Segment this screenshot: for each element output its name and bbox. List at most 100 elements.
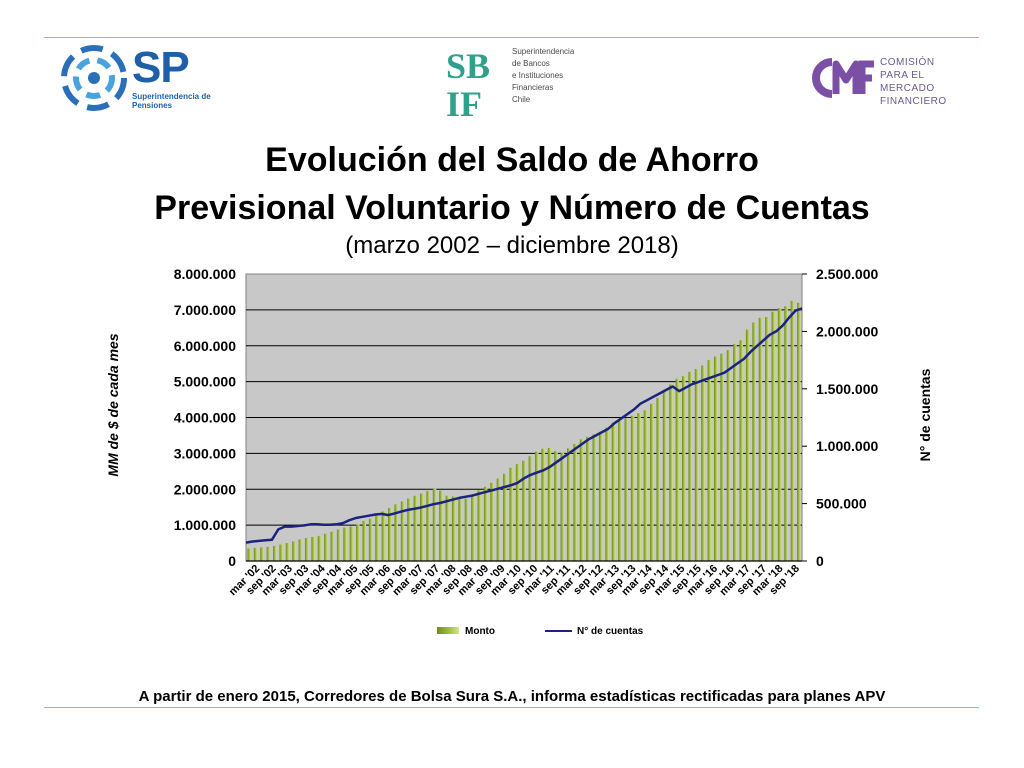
bar-monto	[273, 545, 277, 561]
bar-monto	[311, 536, 315, 561]
y-tick-label: 7.000.000	[174, 302, 236, 318]
bar-monto	[247, 548, 251, 561]
bar-monto	[707, 360, 712, 561]
legend-label-monto: Monto	[465, 626, 495, 637]
bottom-rule	[44, 707, 979, 708]
bar-monto	[630, 415, 635, 561]
bar-monto	[790, 300, 795, 561]
bar-monto	[362, 520, 366, 561]
bar-monto	[682, 376, 686, 561]
bar-monto	[598, 431, 603, 561]
bar-monto	[579, 439, 584, 561]
sbif-logo-mark: SB IF	[446, 46, 490, 120]
bar-monto	[560, 452, 565, 561]
svg-text:IF: IF	[446, 84, 482, 120]
line-cuentas	[245, 307, 803, 544]
y2-tick-label: 2.000.000	[816, 323, 878, 339]
y-tick-label: 3.000.000	[174, 445, 236, 461]
bar-monto	[451, 496, 456, 561]
bar-monto	[298, 539, 303, 561]
bar-monto	[515, 464, 520, 561]
bar-monto	[688, 371, 692, 561]
bar-monto	[260, 547, 264, 561]
bar-monto	[592, 434, 597, 561]
bar-monto	[656, 397, 660, 561]
bar-monto	[637, 413, 641, 561]
legend-label-cuentas: N° de cuentas	[577, 626, 644, 637]
bar-monto	[662, 390, 667, 561]
sp-logo-letters: SP	[132, 43, 190, 92]
bar-monto	[413, 495, 418, 561]
bar-monto	[419, 493, 424, 561]
bar-monto	[605, 427, 609, 561]
bar-monto	[624, 417, 629, 561]
page-title-line1: Evolución del Saldo de Ahorro	[265, 141, 759, 179]
bar-monto	[317, 535, 322, 561]
bar-monto	[669, 384, 673, 561]
bar-monto	[573, 444, 577, 561]
bar-monto	[292, 541, 296, 561]
bar-monto	[509, 467, 513, 561]
bar-monto	[407, 498, 411, 561]
bar-monto	[464, 498, 469, 561]
y-axis-title: MM de $ de cada mes	[105, 333, 121, 476]
bar-monto	[675, 378, 680, 561]
y-tick-label: 1.000.000	[174, 517, 236, 533]
cmf-logo-subtitle: COMISIÓN PARA EL MERCADO FINANCIERO	[880, 56, 970, 108]
bar-monto	[496, 478, 501, 561]
bar-monto	[285, 543, 290, 561]
bar-monto	[733, 343, 737, 561]
sbif-sub-line: Superintendencia	[512, 47, 575, 56]
cmf-logo-mark	[812, 58, 874, 98]
bar-monto	[279, 544, 283, 561]
y-tick-label: 0	[228, 553, 236, 569]
bar-monto	[745, 329, 750, 561]
bar-monto	[343, 527, 347, 561]
y-tick-label: 5.000.000	[174, 374, 236, 390]
bar-monto	[765, 317, 769, 561]
bar-monto	[771, 311, 775, 561]
sp-logo-mark	[61, 45, 127, 111]
y2-tick-label: 2.500.000	[816, 266, 878, 282]
bar-monto	[426, 491, 430, 561]
bar-monto	[368, 518, 373, 561]
y2-tick-label: 1.000.000	[816, 438, 878, 454]
sbif-logo: SB IF Superintendencia de Bancos e Insti…	[444, 44, 604, 120]
bar-monto	[253, 547, 258, 561]
bar-monto	[554, 451, 558, 561]
bar-monto	[349, 526, 354, 561]
bar-monto	[535, 451, 539, 561]
page-title-line2: Previsional Voluntario y Número de Cuent…	[154, 189, 870, 227]
bar-monto	[503, 473, 507, 561]
bar-monto	[266, 546, 271, 561]
bar-monto	[650, 403, 654, 561]
y2-tick-label: 1.500.000	[816, 381, 878, 397]
bar-monto	[547, 447, 552, 561]
sp-logo-subtitle: Superintendencia de Pensiones	[132, 92, 211, 110]
bar-monto	[694, 369, 699, 561]
bar-monto	[381, 511, 386, 561]
bar-monto	[394, 504, 398, 561]
bar-monto	[643, 410, 648, 561]
bar-monto	[330, 531, 335, 561]
bar-monto	[611, 422, 616, 561]
bar-monto	[522, 460, 526, 561]
apv-chart: 0 1.000.000 2.000.000 3.000.000 4.000.000 5.0…	[105, 266, 933, 637]
bar-monto	[483, 486, 488, 561]
bar-monto	[356, 524, 360, 561]
cmf-sub-line: PARA EL MERCADO	[880, 70, 935, 94]
sbif-sub-line: Chile	[512, 95, 531, 104]
sbif-sub-line: Financieras	[512, 83, 554, 92]
bar-monto	[739, 340, 744, 561]
y-tick-label: 4.000.000	[174, 410, 236, 426]
footer-note: A partir de enero 2015, Corredores de Bo…	[138, 688, 886, 705]
y-tick-label: 2.000.000	[174, 481, 236, 497]
bar-monto	[797, 302, 801, 561]
bar-monto	[439, 490, 443, 561]
legend-swatch-monto	[437, 627, 459, 634]
y2-tick-label: 500.000	[816, 496, 867, 512]
cmf-sub-line: COMISIÓN	[880, 57, 935, 68]
bar-monto	[304, 538, 309, 561]
sp-logo: SP Superintendencia de Pensiones	[58, 42, 218, 114]
cmf-sub-line: FINANCIERO	[880, 96, 947, 107]
